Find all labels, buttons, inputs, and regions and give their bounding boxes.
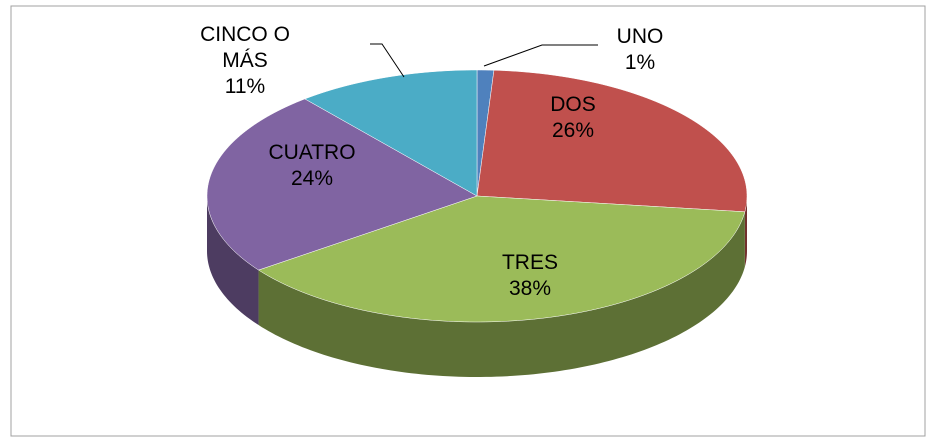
data-label: UNO 1% — [600, 24, 680, 76]
data-label: CINCO O MÁS 11% — [175, 22, 315, 100]
slice-side — [744, 196, 747, 267]
category-label: UNO — [616, 25, 664, 48]
data-label: CUATRO 24% — [247, 140, 377, 192]
slice-side — [207, 196, 259, 326]
slice — [304, 69, 478, 197]
value-label: 11% — [224, 75, 266, 98]
slice — [257, 195, 746, 323]
slice — [476, 69, 748, 213]
category-label: TRES — [501, 251, 558, 274]
data-label: DOS 26% — [523, 92, 623, 144]
slice — [206, 98, 478, 271]
category-label: CINCO O MÁS — [200, 23, 290, 72]
category-label: CUATRO — [268, 141, 356, 164]
value-label: 1% — [624, 51, 656, 74]
leader-line — [370, 43, 405, 78]
value-label: 38% — [508, 277, 552, 300]
value-label: 24% — [290, 167, 334, 190]
value-label: 26% — [551, 119, 595, 142]
slice-side — [258, 211, 745, 377]
data-label: TRES 38% — [480, 250, 580, 302]
category-label: DOS — [550, 93, 596, 116]
leader-line — [483, 44, 598, 67]
